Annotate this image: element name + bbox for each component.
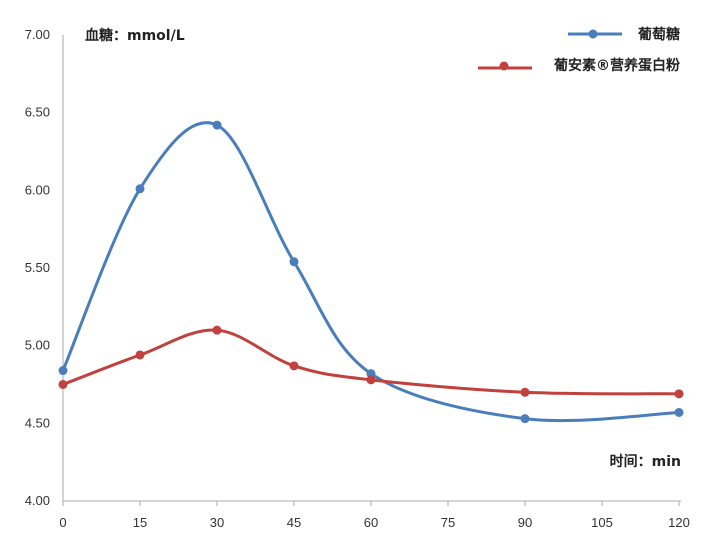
x-tick-label: 90 [518, 515, 532, 530]
data-point-glucose [289, 257, 299, 267]
y-tick-label: 6.50 [25, 105, 50, 120]
y-tick-label: 5.00 [25, 338, 50, 353]
data-point-protein [520, 387, 530, 397]
x-tick-label: 75 [441, 515, 455, 530]
legend-item-glucose: 葡萄糖 [568, 26, 680, 43]
data-point-glucose [520, 414, 530, 424]
y-tick-label: 5.50 [25, 260, 50, 275]
axes [62, 35, 681, 502]
legend-item-protein: 葡安素®营养蛋白粉 [478, 57, 680, 74]
series-glucose [58, 120, 684, 424]
x-tick-label: 60 [364, 515, 378, 530]
y-tick-label: 7.00 [25, 27, 50, 42]
legend-label-protein: 葡安素®营养蛋白粉 [553, 57, 680, 74]
legend: 葡萄糖 葡安素®营养蛋白粉 [478, 26, 680, 74]
x-tick-label: 105 [591, 515, 613, 530]
x-tick-label: 45 [287, 515, 301, 530]
legend-marker-glucose [588, 29, 598, 39]
y-tick-label: 4.00 [25, 493, 50, 508]
x-tick-label: 15 [133, 515, 147, 530]
data-point-protein [212, 325, 222, 335]
data-point-glucose [674, 407, 684, 417]
x-tick-labels: 0 15 30 45 60 75 90 105 120 [59, 501, 690, 530]
data-point-glucose [135, 184, 145, 194]
data-point-protein [135, 350, 145, 360]
series-protein [58, 325, 684, 399]
data-point-glucose [58, 366, 68, 376]
x-axis-title: 时间：min [610, 453, 681, 470]
y-tick-labels: 7.00 6.50 6.00 5.50 5.00 4.50 4.00 [25, 27, 50, 508]
y-tick-label: 6.00 [25, 182, 50, 197]
legend-marker-protein [499, 61, 509, 71]
data-point-protein [289, 361, 299, 371]
data-point-protein [58, 380, 68, 389]
y-tick-label: 4.50 [25, 415, 50, 430]
data-point-protein [674, 389, 684, 399]
data-point-glucose [366, 369, 376, 379]
legend-label-glucose: 葡萄糖 [637, 26, 680, 43]
x-tick-label: 0 [59, 515, 66, 530]
y-axis-title: 血糖：mmol/L [85, 27, 185, 44]
x-tick-label: 120 [668, 515, 690, 530]
data-point-glucose [212, 120, 222, 130]
data-point-protein [366, 375, 376, 385]
x-tick-label: 30 [210, 515, 224, 530]
series-layer [58, 120, 684, 424]
